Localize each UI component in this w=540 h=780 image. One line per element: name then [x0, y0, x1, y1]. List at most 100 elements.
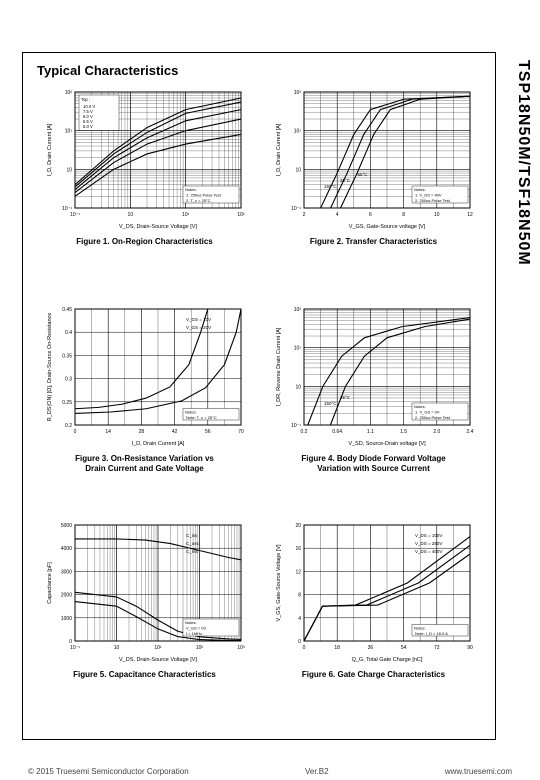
svg-text:3000: 3000 — [60, 570, 71, 576]
svg-text:10²: 10² — [195, 645, 203, 651]
svg-text:6: 6 — [369, 212, 372, 218]
svg-text:25°C: 25°C — [340, 395, 351, 400]
url-text: www.truesemi.com — [445, 767, 512, 776]
svg-text:C_iss: C_iss — [186, 533, 198, 538]
svg-text:I_D, Drain Current [A]: I_D, Drain Current [A] — [276, 123, 282, 176]
svg-text:Notes:: Notes: — [185, 187, 197, 192]
svg-text:C_rss: C_rss — [186, 549, 199, 554]
chart-cell-1: 10⁻¹1010¹10²10⁻¹1010¹10²V_DS, Drain-Sour… — [31, 84, 258, 299]
svg-text:2.0: 2.0 — [433, 429, 440, 435]
svg-text:-55°C: -55°C — [356, 172, 368, 177]
svg-text:10³: 10³ — [237, 645, 245, 651]
chart-4: 0.20.641.11.52.02.410⁻¹1010¹10²V_SD, Sou… — [270, 301, 478, 451]
svg-text:R_DS(ON) [Ω], Drain-Source On-: R_DS(ON) [Ω], Drain-Source On-Resistance — [47, 312, 53, 421]
svg-text:0.45: 0.45 — [62, 307, 72, 313]
svg-text:1.5: 1.5 — [400, 429, 407, 435]
svg-text:Q_G, Total Gate Charge [nC]: Q_G, Total Gate Charge [nC] — [351, 657, 422, 663]
svg-text:12: 12 — [467, 212, 473, 218]
svg-text:V_DS = 250V: V_DS = 250V — [415, 541, 442, 546]
svg-text:V_DS = 400V: V_DS = 400V — [415, 549, 442, 554]
chart-6: 01836547290048121620Q_G, Total Gate Char… — [270, 517, 478, 667]
chart-cell-5: 10⁻¹1010¹10²10³010002000300040005000V_DS… — [31, 517, 258, 732]
svg-text:0: 0 — [73, 429, 76, 435]
svg-text:I_DR, Reverse Drain Current [A: I_DR, Reverse Drain Current [A] — [276, 327, 282, 406]
chart-caption-2: Figure 2. Transfer Characteristics — [310, 237, 437, 247]
chart-cell-4: 0.20.641.11.52.02.410⁻¹1010¹10²V_SD, Sou… — [260, 301, 487, 516]
svg-text:Notes:: Notes: — [414, 404, 426, 409]
svg-text:2000: 2000 — [60, 593, 71, 599]
svg-text:1.1: 1.1 — [366, 429, 373, 435]
svg-text:Capacitance [pF]: Capacitance [pF] — [47, 562, 53, 604]
svg-text:f = 1MHz: f = 1MHz — [186, 631, 202, 636]
svg-text:V_SD, Source-Drain voltage [V]: V_SD, Source-Drain voltage [V] — [348, 441, 426, 447]
svg-text:8: 8 — [402, 212, 405, 218]
svg-text:16: 16 — [295, 547, 301, 553]
svg-text:0.2: 0.2 — [300, 429, 307, 435]
svg-text:Notes:: Notes: — [185, 409, 197, 414]
svg-text:12: 12 — [295, 570, 301, 576]
svg-text:36: 36 — [367, 645, 373, 651]
svg-text:4: 4 — [335, 212, 338, 218]
chart-caption-4: Figure 4. Body Diode Forward VoltageVari… — [301, 454, 445, 474]
chart-1: 10⁻¹1010¹10²10⁻¹1010¹10²V_DS, Drain-Sour… — [41, 84, 249, 234]
svg-text:5000: 5000 — [60, 523, 71, 529]
svg-text:Top :: Top : — [81, 97, 90, 102]
chart-5: 10⁻¹1010¹10²10³010002000300040005000V_DS… — [41, 517, 249, 667]
svg-text:2. 250us Pulse Test: 2. 250us Pulse Test — [415, 198, 451, 203]
svg-text:Notes:: Notes: — [414, 626, 426, 631]
svg-text:10: 10 — [66, 167, 72, 173]
chart-caption-3: Figure 3. On-Resistance Variation vsDrai… — [75, 454, 214, 474]
svg-text:2.4: 2.4 — [466, 429, 473, 435]
svg-text:150°C: 150°C — [324, 401, 337, 406]
svg-text:10²: 10² — [293, 90, 301, 96]
svg-text:10²: 10² — [64, 90, 72, 96]
svg-text:10: 10 — [127, 212, 133, 218]
section-title: Typical Characteristics — [23, 53, 495, 84]
svg-text:Note: T_c = 25°C: Note: T_c = 25°C — [186, 415, 217, 420]
svg-text:1000: 1000 — [60, 616, 71, 622]
svg-text:Notes:: Notes: — [185, 620, 197, 625]
svg-text:10⁻¹: 10⁻¹ — [70, 645, 80, 651]
svg-text:0.4: 0.4 — [65, 330, 72, 336]
svg-text:20: 20 — [295, 523, 301, 529]
svg-text:V_GS, Gate-Source voltage [V]: V_GS, Gate-Source voltage [V] — [348, 224, 425, 230]
svg-text:54: 54 — [400, 645, 406, 651]
svg-text:0: 0 — [302, 645, 305, 651]
svg-text:10¹: 10¹ — [182, 212, 190, 218]
chart-caption-6: Figure 6. Gate Charge Characteristics — [302, 670, 445, 680]
svg-text:5.0 V: 5.0 V — [83, 124, 93, 129]
svg-text:0: 0 — [298, 639, 301, 645]
svg-text:2. T_c = 25°C: 2. T_c = 25°C — [186, 198, 211, 203]
charts-grid: 10⁻¹ 10 10¹ 10² 10⁻¹ 10 10¹ 10² V_DS, Drain-Sour… — [23, 84, 495, 736]
svg-text:V_DS, Drain-Source Voltage [V]: V_DS, Drain-Source Voltage [V] — [119, 657, 197, 663]
svg-text:1. V_GS = 0V: 1. V_GS = 0V — [415, 409, 440, 414]
svg-text:V_GS = 20V: V_GS = 20V — [186, 325, 211, 330]
svg-text:0: 0 — [69, 639, 72, 645]
svg-text:14: 14 — [105, 429, 111, 435]
svg-text:42: 42 — [171, 429, 177, 435]
svg-text:10²: 10² — [237, 212, 245, 218]
svg-text:10¹: 10¹ — [64, 129, 72, 135]
chart-cell-6: 01836547290048121620Q_G, Total Gate Char… — [260, 517, 487, 732]
svg-text:150°C: 150°C — [324, 184, 337, 189]
svg-text:10¹: 10¹ — [154, 645, 162, 651]
svg-text:C_oss: C_oss — [186, 541, 200, 546]
svg-text:0.3: 0.3 — [65, 376, 72, 382]
svg-text:10⁻¹: 10⁻¹ — [70, 212, 80, 218]
page-footer: © 2015 Truesemi Semiconductor Corporatio… — [0, 767, 540, 776]
svg-text:18: 18 — [334, 645, 340, 651]
svg-text:10⁻¹: 10⁻¹ — [291, 206, 301, 212]
chart-cell-2: 2468101210⁻¹1010¹10²V_GS, Gate-Source vo… — [260, 84, 487, 299]
svg-text:0.25: 0.25 — [62, 399, 72, 405]
svg-text:I_D, Drain Current [A]: I_D, Drain Current [A] — [131, 441, 184, 447]
svg-text:56: 56 — [205, 429, 211, 435]
svg-text:10¹: 10¹ — [293, 129, 301, 135]
svg-text:10: 10 — [113, 645, 119, 651]
svg-text:8: 8 — [298, 593, 301, 599]
svg-text:70: 70 — [238, 429, 244, 435]
chart-2: 2468101210⁻¹1010¹10²V_GS, Gate-Source vo… — [270, 84, 478, 234]
svg-text:72: 72 — [434, 645, 440, 651]
main-panel: Typical Characteristics 10⁻¹1010¹10²10⁻¹… — [22, 52, 496, 740]
svg-text:I_D, Drain Current [A]: I_D, Drain Current [A] — [47, 123, 53, 176]
chart-caption-5: Figure 5. Capacitance Characteristics — [73, 670, 216, 680]
